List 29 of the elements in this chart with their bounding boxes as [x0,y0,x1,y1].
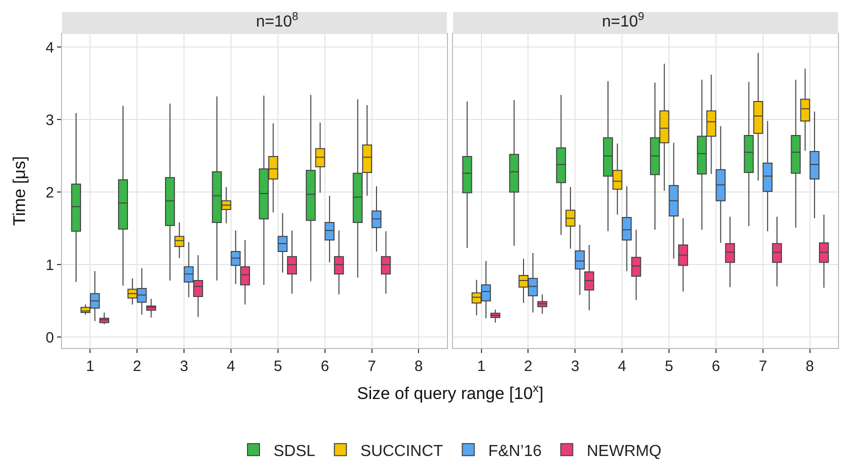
y-tick-label: 3 [46,112,54,129]
x-tick-label: 5 [664,358,674,375]
x-tick-label: 3 [180,358,188,375]
legend-label: SDSL [274,442,316,460]
y-tick-label: 2 [46,184,54,202]
x-tick-label: 4 [618,358,626,375]
x-tick-label: 1 [477,358,486,375]
x-axis-title: Size of query range [10$^{x}$] [357,381,544,404]
y-tick-label: 0 [46,329,54,346]
chart-title: n=10$^{8}$ [256,11,298,31]
legend-label: F&N’16 [488,442,542,460]
y-axis-title: Time [μs] [10,156,30,226]
legend-label: SUCCINCT [360,442,444,460]
x-tick-label: 6 [320,358,330,375]
x-tick-label: 1 [86,358,94,375]
x-tick-label: 2 [132,358,142,375]
x-tick-label: 6 [712,358,720,375]
x-tick-label: 8 [414,358,423,375]
y-tick-label: 1 [46,256,54,274]
x-tick-label: 2 [524,358,532,375]
legend-label: NEWRMQ [586,442,662,460]
x-tick-label: 8 [806,358,814,375]
x-tick-label: 7 [758,358,768,375]
chart-title: n=10$^{9}$ [602,11,644,31]
x-tick-label: 7 [368,358,376,375]
x-tick-label: 5 [274,358,282,375]
x-tick-label: 4 [226,358,236,375]
y-tick-label: 4 [46,39,54,56]
x-tick-label: 3 [570,358,580,375]
